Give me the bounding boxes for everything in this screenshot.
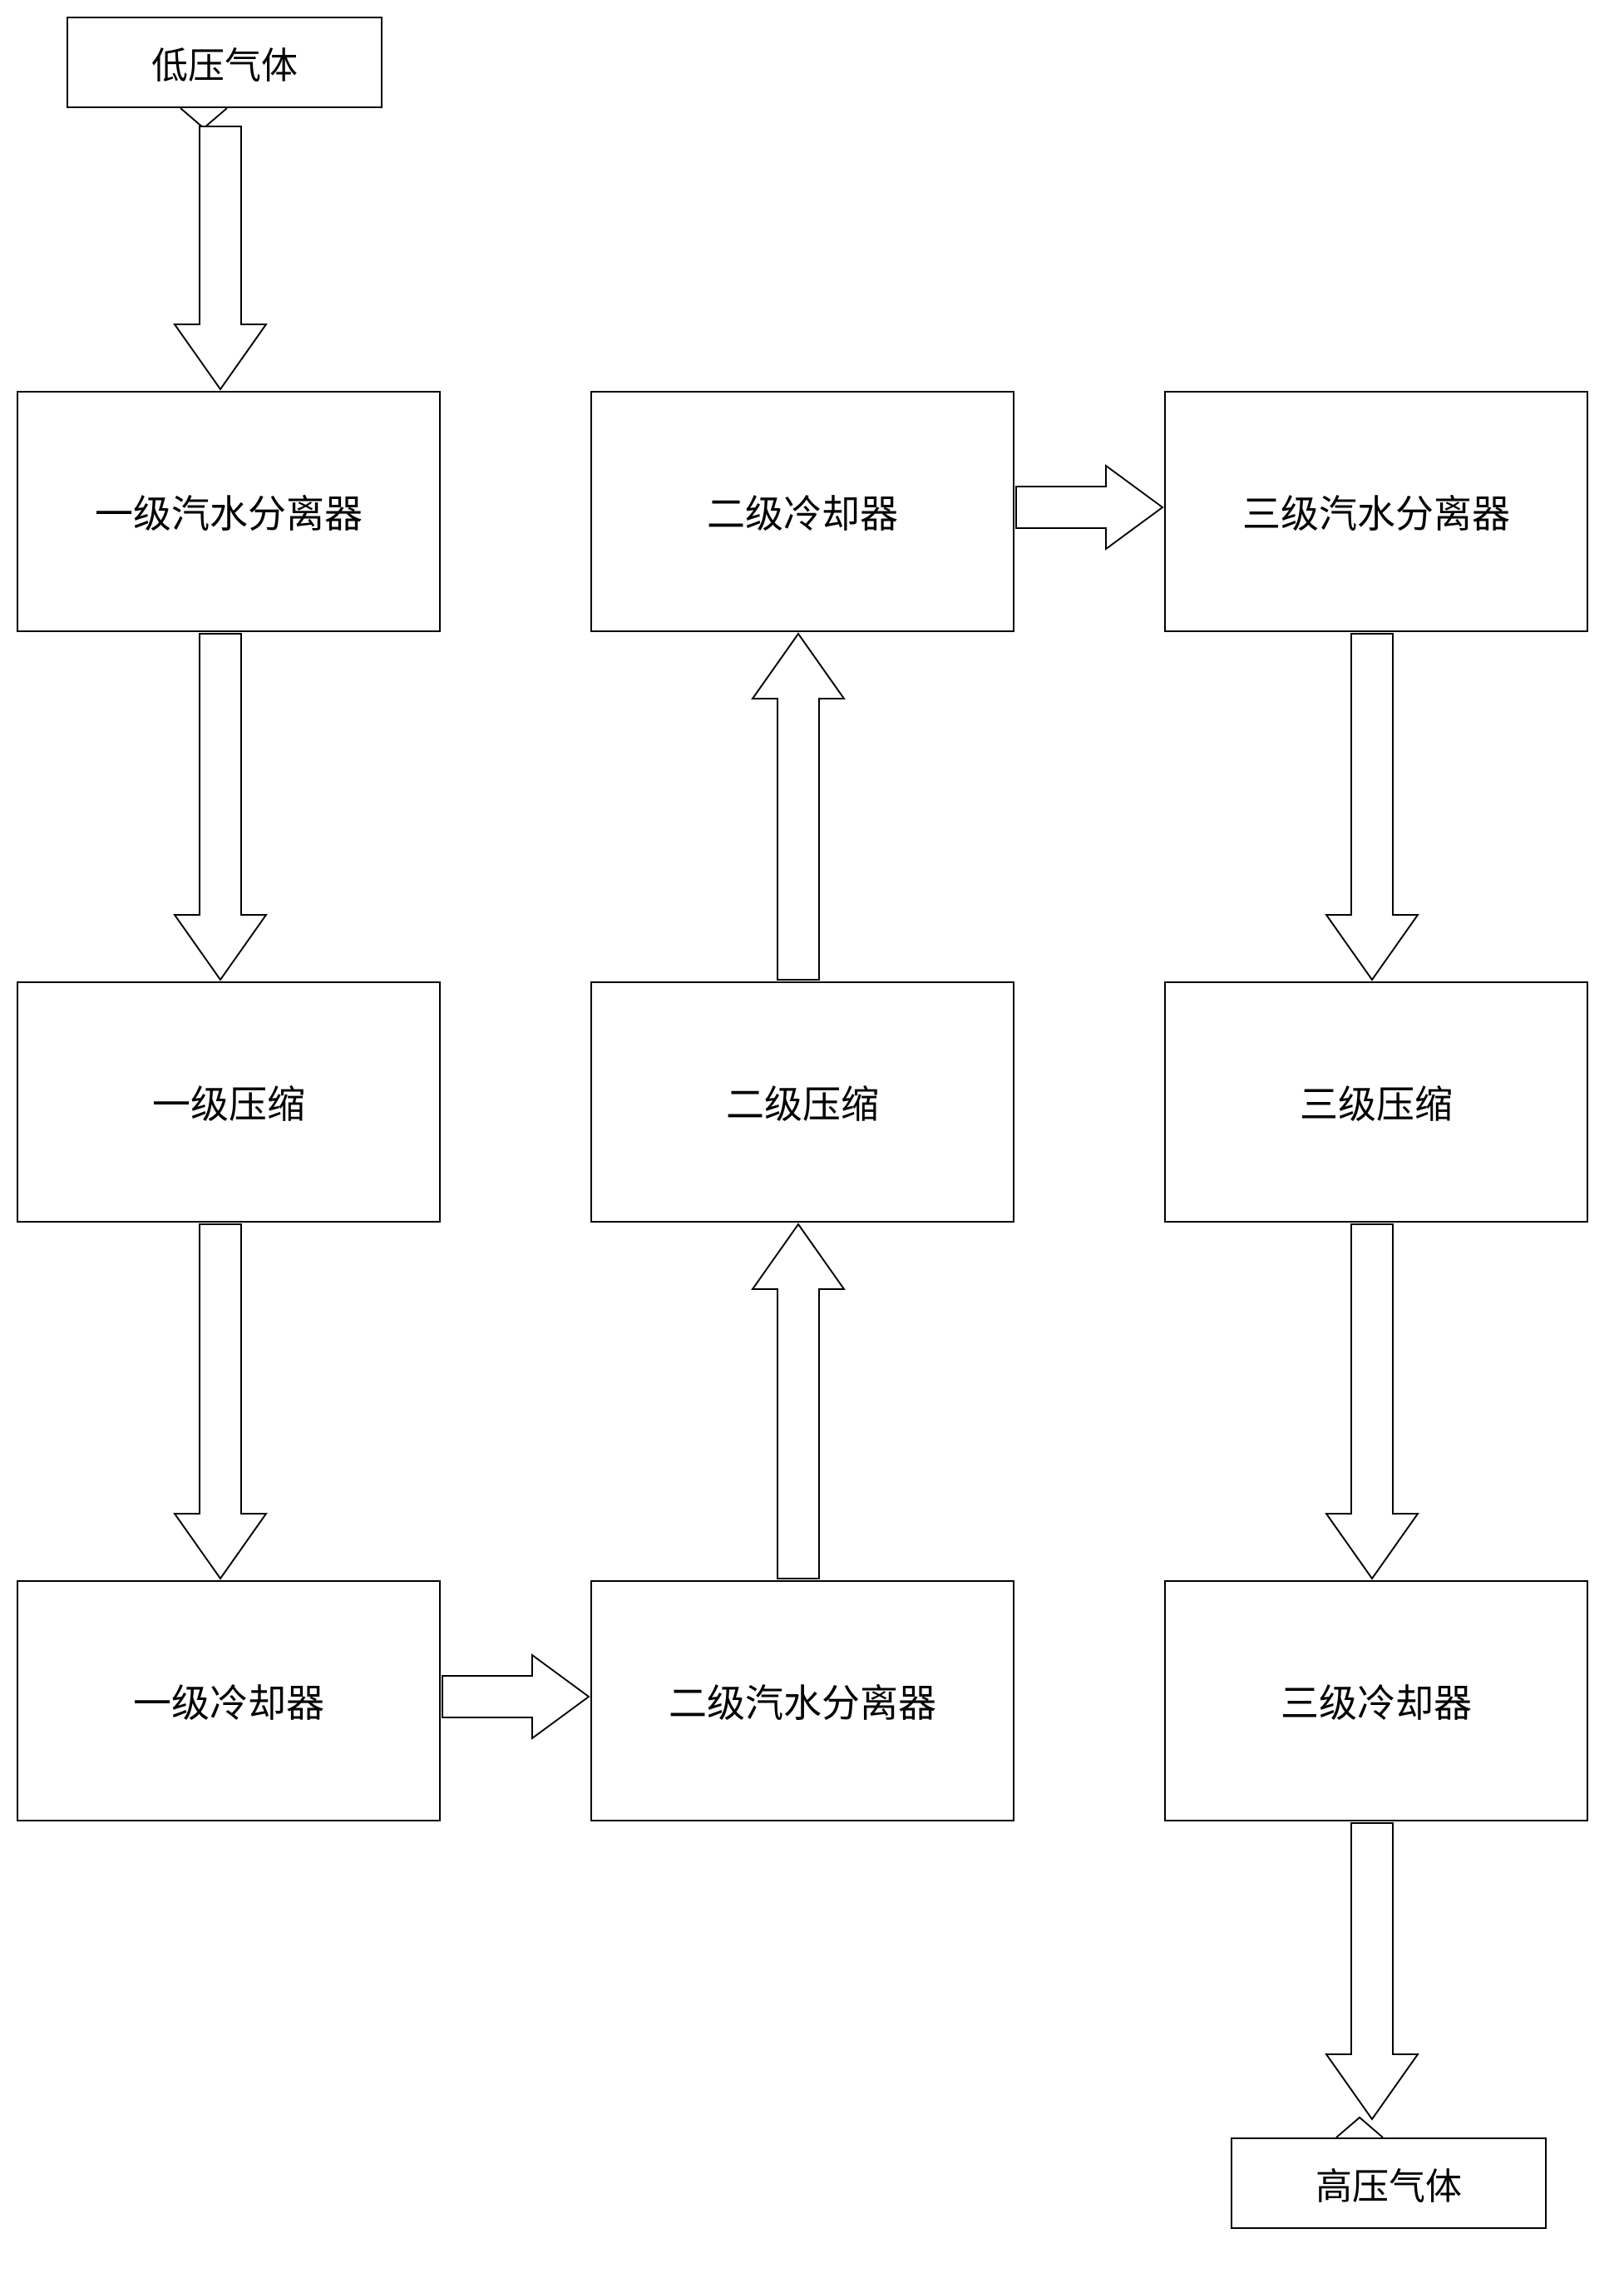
arrow-sep2-comp2 bbox=[748, 1223, 848, 1580]
node-comp1-label: 一级压缩 bbox=[152, 1075, 305, 1129]
arrow-sep1-comp1 bbox=[170, 632, 270, 981]
node-sep2: 二级汽水分离器 bbox=[590, 1580, 1014, 1821]
arrow-sep3-comp3 bbox=[1322, 632, 1422, 981]
node-comp3: 三级压缩 bbox=[1164, 981, 1588, 1223]
node-comp1: 一级压缩 bbox=[17, 981, 441, 1223]
node-cool1: 一级冷却器 bbox=[17, 1580, 441, 1821]
arrow-cool1-sep2 bbox=[441, 1651, 590, 1742]
node-cool3: 三级冷却器 bbox=[1164, 1580, 1588, 1821]
node-cool1-label: 一级冷却器 bbox=[133, 1673, 324, 1728]
node-sep3: 三级汽水分离器 bbox=[1164, 391, 1588, 632]
arrow-comp1-cool1 bbox=[170, 1223, 270, 1580]
arrow-comp3-cool3 bbox=[1322, 1223, 1422, 1580]
output-label: 高压气体 bbox=[1231, 2137, 1547, 2229]
node-comp2-label: 二级压缩 bbox=[726, 1075, 879, 1129]
node-sep2-label: 二级汽水分离器 bbox=[669, 1673, 936, 1728]
input-text: 低压气体 bbox=[151, 36, 298, 89]
arrow-input-sep1 bbox=[170, 125, 270, 391]
node-cool2-label: 二级冷却器 bbox=[707, 484, 898, 539]
node-comp2: 二级压缩 bbox=[590, 981, 1014, 1223]
node-cool3-label: 三级冷却器 bbox=[1281, 1673, 1472, 1728]
arrow-cool2-sep3 bbox=[1014, 462, 1164, 553]
node-sep3-label: 三级汽水分离器 bbox=[1242, 484, 1510, 539]
input-label: 低压气体 bbox=[67, 17, 383, 108]
node-cool2: 二级冷却器 bbox=[590, 391, 1014, 632]
node-sep1: 一级汽水分离器 bbox=[17, 391, 441, 632]
output-text: 高压气体 bbox=[1315, 2157, 1462, 2210]
node-comp3-label: 三级压缩 bbox=[1300, 1075, 1453, 1129]
arrow-cool3-output bbox=[1322, 1821, 1422, 2121]
arrow-comp2-cool2 bbox=[748, 632, 848, 981]
node-sep1-label: 一级汽水分离器 bbox=[95, 484, 363, 539]
